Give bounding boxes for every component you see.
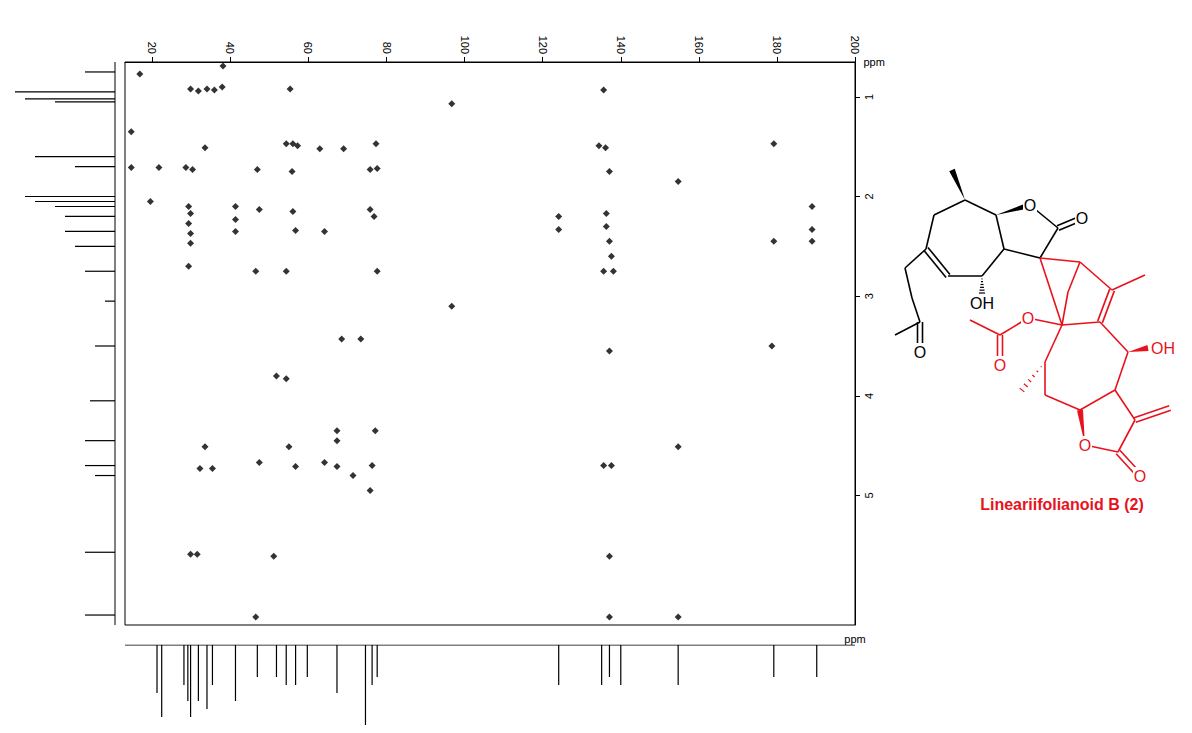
svg-text:1: 1 (863, 94, 875, 100)
svg-text:O: O (994, 357, 1006, 374)
svg-text:ppm: ppm (863, 56, 884, 68)
svg-text:2: 2 (863, 193, 875, 199)
svg-text:100: 100 (459, 36, 471, 54)
svg-text:80: 80 (381, 42, 393, 54)
svg-text:40: 40 (224, 42, 236, 54)
svg-text:120: 120 (537, 36, 549, 54)
svg-text:200: 200 (849, 36, 861, 54)
svg-text:O: O (1076, 210, 1088, 227)
svg-text:O: O (1079, 437, 1091, 454)
svg-text:60: 60 (302, 42, 314, 54)
svg-text:O: O (1024, 197, 1036, 214)
svg-text:Lineariifolianoid B (2): Lineariifolianoid B (2) (980, 496, 1144, 513)
svg-text:O: O (914, 344, 926, 361)
svg-text:OH: OH (1151, 340, 1175, 357)
svg-text:20: 20 (146, 42, 158, 54)
svg-text:OH: OH (970, 295, 994, 312)
svg-text:ppm: ppm (844, 633, 865, 645)
svg-text:5: 5 (863, 492, 875, 498)
svg-text:160: 160 (693, 36, 705, 54)
svg-text:3: 3 (863, 293, 875, 299)
svg-text:O: O (1134, 468, 1146, 485)
svg-text:O: O (1022, 310, 1034, 327)
svg-text:180: 180 (771, 36, 783, 54)
svg-text:140: 140 (615, 36, 627, 54)
svg-text:4: 4 (863, 393, 875, 399)
